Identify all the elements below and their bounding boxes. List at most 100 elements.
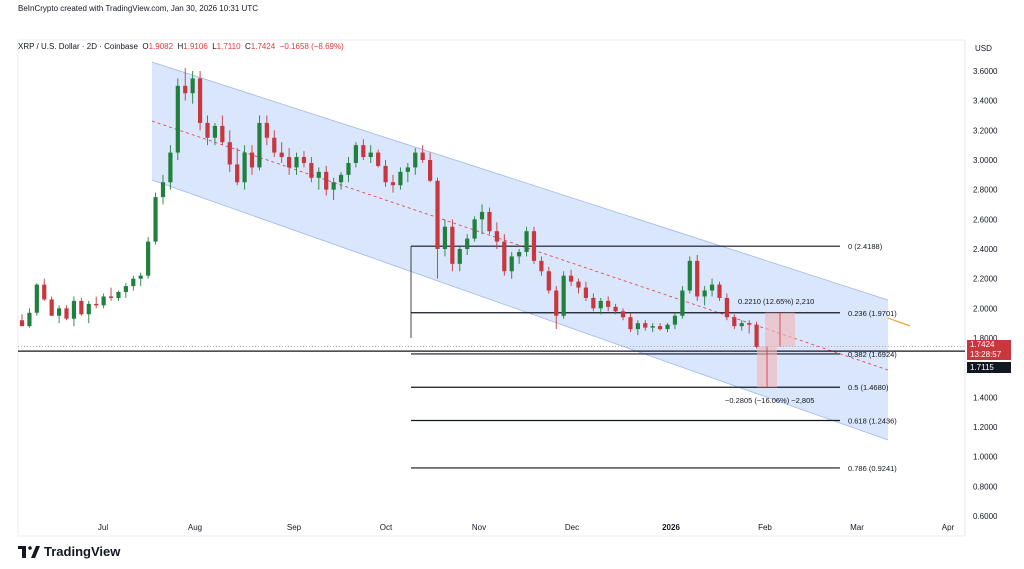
countdown-label: 13:28:57	[970, 350, 1002, 359]
candle-body	[635, 323, 640, 330]
candle-body	[346, 162, 351, 175]
candle-body	[724, 297, 729, 318]
y-tick-label: 2.2000	[973, 275, 998, 284]
candle-body	[108, 296, 114, 298]
candle-body	[249, 152, 255, 168]
low-value: 1.7110	[216, 42, 241, 51]
candle-body	[487, 211, 492, 232]
x-tick-label: Sep	[287, 523, 302, 532]
candle-body	[160, 182, 166, 198]
candle-body	[123, 286, 128, 293]
candle-body	[212, 125, 218, 138]
y-tick-label: 1.8000	[973, 334, 998, 343]
y-tick-label: 2.0000	[973, 304, 998, 313]
candle-body	[435, 180, 440, 249]
candle-body	[27, 312, 32, 327]
candle-body	[279, 152, 284, 158]
x-tick-label: Nov	[472, 523, 486, 532]
candle-body	[428, 160, 433, 181]
candle-body	[361, 145, 366, 158]
y-tick-label: 3.0000	[973, 156, 998, 165]
channel-band	[152, 62, 888, 440]
candle-body	[494, 231, 499, 242]
candle-body	[257, 122, 262, 168]
candle-body	[517, 251, 522, 257]
candle-body	[272, 137, 277, 153]
candle-body	[64, 308, 69, 319]
y-tick-label: 1.2000	[973, 423, 998, 432]
x-tick-label: Feb	[758, 523, 772, 532]
candle-body	[376, 152, 381, 166]
x-tick-label: Jul	[98, 523, 108, 532]
candle-body	[398, 171, 403, 186]
channel-lower-line	[151, 179, 889, 441]
candle-body	[338, 174, 344, 183]
change-value: −0.1658 (−8.69%)	[279, 42, 344, 51]
candle-body	[71, 300, 77, 319]
candle-body	[465, 238, 470, 249]
candle-body	[57, 308, 62, 316]
open-label: O	[142, 42, 149, 51]
candle-body	[687, 260, 692, 291]
candle-body	[420, 152, 425, 160]
candle-body	[242, 152, 247, 183]
candle-body	[383, 165, 388, 183]
candle-body	[353, 145, 358, 163]
candle-body	[405, 167, 410, 172]
candle-body	[309, 162, 314, 178]
candle-body	[502, 241, 507, 272]
candle-body	[709, 284, 715, 291]
fib-level-label: 0 (2.4188)	[848, 242, 883, 251]
candle-body	[205, 122, 210, 138]
candle-body	[531, 231, 537, 261]
candle-body	[227, 142, 232, 165]
y-tick-label: 2.4000	[973, 245, 998, 254]
x-tick-label: Oct	[380, 523, 393, 532]
candle-body	[665, 324, 670, 330]
tradingview-logo-icon	[18, 545, 40, 558]
candle-body	[479, 211, 485, 220]
candle-body	[680, 290, 685, 316]
y-tick-label: 3.4000	[973, 97, 998, 106]
candle-body	[220, 125, 225, 143]
candle-body	[524, 231, 529, 252]
candle-body	[175, 85, 180, 153]
y-tick-label: 3.2000	[973, 126, 998, 135]
candle-body	[101, 296, 106, 306]
low-price-label: 1.7115	[970, 363, 994, 372]
high-label: H	[177, 42, 184, 51]
chart-credit: BeInCrypto created with TradingView.com,…	[18, 4, 258, 13]
y-tick-label: 2.8000	[973, 186, 998, 195]
currency-label[interactable]: USD	[975, 44, 992, 53]
candle-body	[34, 284, 39, 313]
candle-body	[301, 157, 307, 163]
candle-body	[472, 219, 477, 239]
current-price-label: 1.7424	[970, 340, 995, 349]
candle-body	[568, 275, 574, 282]
candle-body	[576, 281, 581, 288]
candle-body	[49, 299, 54, 316]
candle-body	[316, 171, 321, 178]
current-price-tag: 1.7424 13:28:57	[967, 340, 1011, 360]
symbol-name: XRP / U.S. Dollar · 2D · Coinbase	[18, 42, 138, 51]
candle-body	[413, 152, 418, 168]
open-value: 1.9082	[148, 42, 174, 51]
candle-body	[138, 275, 143, 279]
low-price-tag: 1.7115	[967, 362, 1011, 373]
candle-body	[183, 85, 188, 94]
high-value: 1.9106	[183, 42, 208, 51]
candle-body	[146, 241, 151, 276]
candle-body	[287, 157, 292, 168]
candle-body	[79, 300, 84, 315]
candle-body	[86, 303, 91, 315]
candle-body	[19, 320, 25, 327]
y-tick-label: 2.6000	[973, 215, 998, 224]
candle-body	[606, 300, 611, 307]
candle-body	[116, 292, 121, 298]
candle-body	[324, 171, 329, 190]
candle-body	[368, 152, 373, 158]
tradingview-logo[interactable]: TradingView	[18, 544, 120, 559]
close-value: 1.7424	[250, 42, 276, 51]
candle-body	[294, 157, 299, 168]
